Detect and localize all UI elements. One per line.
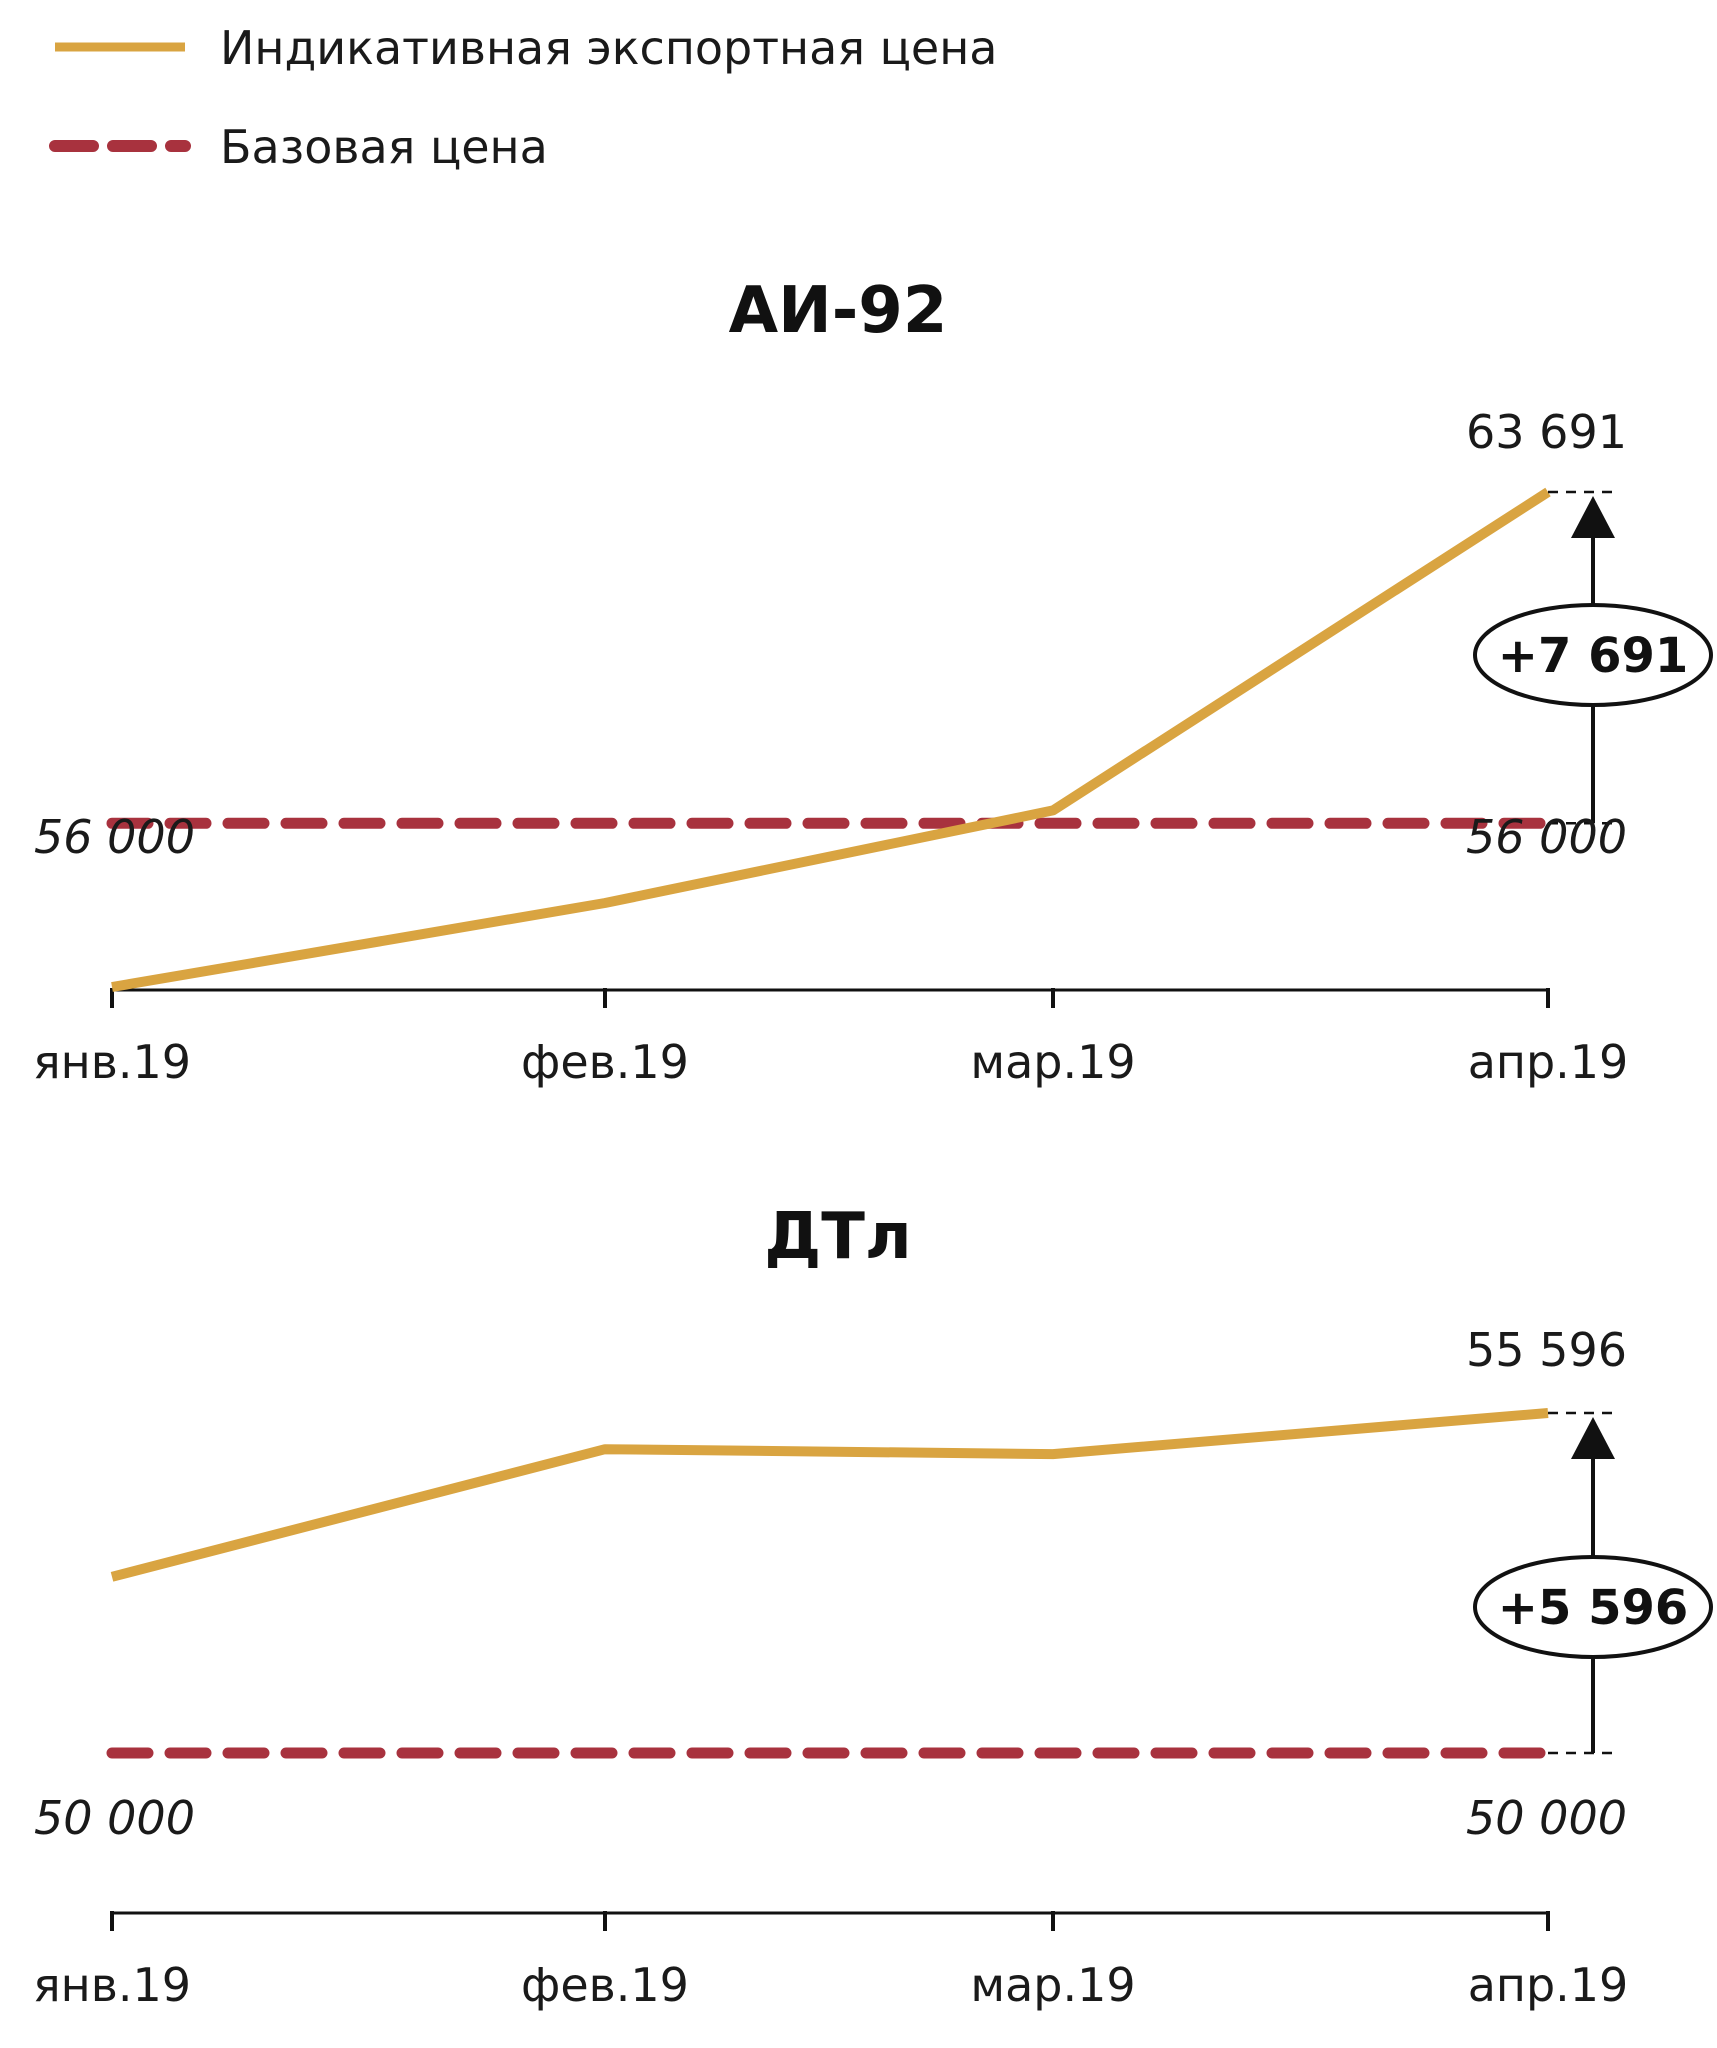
chart-title-ai92: АИ-92 (729, 274, 948, 348)
difference-label-ai92: +7 691 (1498, 628, 1689, 684)
difference-arrow-head-ai92 (1571, 496, 1615, 538)
legend: Индикативная экспортная цена Базовая цен… (49, 21, 998, 174)
difference-badge-dtl (1473, 1555, 1713, 1659)
legend-item-export-price: Индикативная экспортная цена (55, 21, 998, 75)
chart-title-dtl: ДТл (764, 1200, 912, 1274)
x-tick-label-dtl-3: апр.19 (1468, 1958, 1629, 2012)
x-tick-label-dtl-0: янв.19 (33, 1958, 191, 2012)
difference-arrow-head-dtl (1571, 1417, 1615, 1459)
series-export-price-ai92 (111, 487, 1551, 992)
x-tick-label-dtl-1: фев.19 (521, 1958, 689, 2012)
base-label-left-ai92: 56 000 (34, 810, 195, 864)
chart-ai92-marks: янв.19 фев.19 мар.19 апр.19 (33, 487, 1629, 1089)
legend-item-base-price: Базовая цена (49, 120, 548, 174)
base-label-right-ai92: 56 000 (1466, 810, 1627, 864)
legend-label-base-price: Базовая цена (220, 120, 548, 174)
x-tick-label-dtl-2: мар.19 (970, 1958, 1135, 2012)
chart-dtl: ДТл янв.19 фев.19 мар.19 апр.19 50 000 50 0… (33, 1200, 1713, 2012)
series-export-price-dtl (110, 1408, 1549, 1582)
legend-label-export-price: Индикативная экспортная цена (220, 21, 998, 75)
last-value-label-dtl: 55 596 (1466, 1323, 1627, 1377)
x-tick-label-ai92-0: янв.19 (33, 1035, 191, 1089)
x-tick-label-ai92-1: фев.19 (521, 1035, 689, 1089)
base-label-right-dtl: 50 000 (1466, 1791, 1627, 1845)
last-value-label-ai92: 63 691 (1466, 405, 1627, 459)
chart-dtl-marks: янв.19 фев.19 мар.19 апр.19 (33, 1408, 1629, 2012)
difference-badge-ai92 (1473, 603, 1713, 707)
chart-ai92: АИ-92 янв.19 фев.19 мар.19 апр.19 56 000 56… (33, 274, 1713, 1089)
x-tick-label-ai92-3: апр.19 (1468, 1035, 1629, 1089)
x-tick-label-ai92-2: мар.19 (970, 1035, 1135, 1089)
base-label-left-dtl: 50 000 (34, 1791, 195, 1845)
difference-label-dtl: +5 596 (1498, 1580, 1689, 1636)
